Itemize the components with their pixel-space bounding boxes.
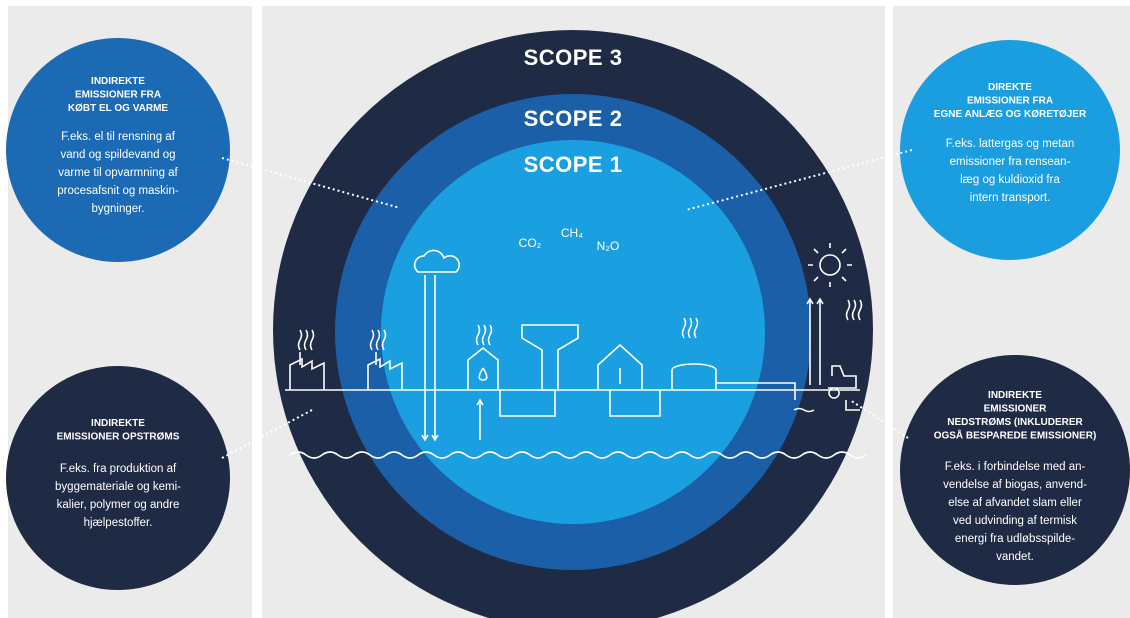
callout-title: KØBT EL OG VARME (68, 103, 169, 114)
callout-title: NEDSTRØMS (INKLUDERER (947, 417, 1083, 428)
callout-body: hjælpestoffer. (84, 517, 153, 529)
callout-body: vendelse af biogas, anvend- (943, 479, 1087, 491)
callout-body: læg og kuldioxid fra (960, 174, 1060, 186)
scope-label: SCOPE 3 (524, 45, 623, 70)
callout-body: vandet. (996, 551, 1034, 563)
gas-label: CH₄ (561, 226, 583, 240)
callout-title: EMISSIONER FRA (967, 96, 1053, 107)
callout-body: F.eks. fra produktion af (60, 463, 177, 475)
callout-title: EMISSIONER OPSTRØMS (57, 432, 180, 443)
callout-body: byggemateriale og kemi- (55, 481, 181, 493)
gas-label: CO₂ (519, 236, 542, 250)
callout-body: varme til opvarmning af (58, 167, 178, 179)
callout-title: EGNE ANLÆG OG KØRETØJER (934, 109, 1087, 120)
callout-title: INDIREKTE (91, 418, 145, 429)
scope-label: SCOPE 2 (524, 106, 623, 131)
callout-title: INDIREKTE (91, 76, 145, 87)
callout-body: F.eks. el til rensning af (61, 131, 176, 143)
callout-body: bygninger. (91, 203, 144, 215)
callout-body: kalier, polymer og andre (57, 499, 180, 511)
callout-body: else af afvandet slam eller (948, 497, 1082, 509)
callout-title: EMISSIONER FRA (75, 90, 161, 101)
callout-title: INDIREKTE (988, 390, 1042, 401)
callout-body: vand og spildevand og (60, 149, 175, 161)
callout-body: intern transport. (970, 192, 1051, 204)
callout-title: DIREKTE (988, 82, 1032, 93)
callout-circle (6, 366, 230, 590)
callout-body: F.eks. lattergas og metan (946, 138, 1074, 150)
scope1-circle (381, 140, 765, 524)
callout-body: energi fra udløbsspilde- (955, 533, 1075, 545)
callout-circle (900, 40, 1120, 260)
callout-body: ved udvinding af termisk (953, 515, 1077, 527)
callout-title: EMISSIONER (984, 404, 1048, 415)
callout-title: OGSÅ BESPAREDE EMISSIONER) (934, 429, 1097, 442)
callout-body: procesafsnit og maskin- (57, 185, 179, 197)
callout-body: emissioner fra rensean- (950, 156, 1071, 168)
callout-body: F.eks. i forbindelse med an- (945, 461, 1086, 473)
scope-label: SCOPE 1 (524, 152, 623, 177)
diagram: SCOPE 3 SCOPE 2 SCOPE 1 CO₂ CH₄ N₂O INDI… (0, 0, 1130, 618)
gas-label: N₂O (597, 239, 620, 253)
